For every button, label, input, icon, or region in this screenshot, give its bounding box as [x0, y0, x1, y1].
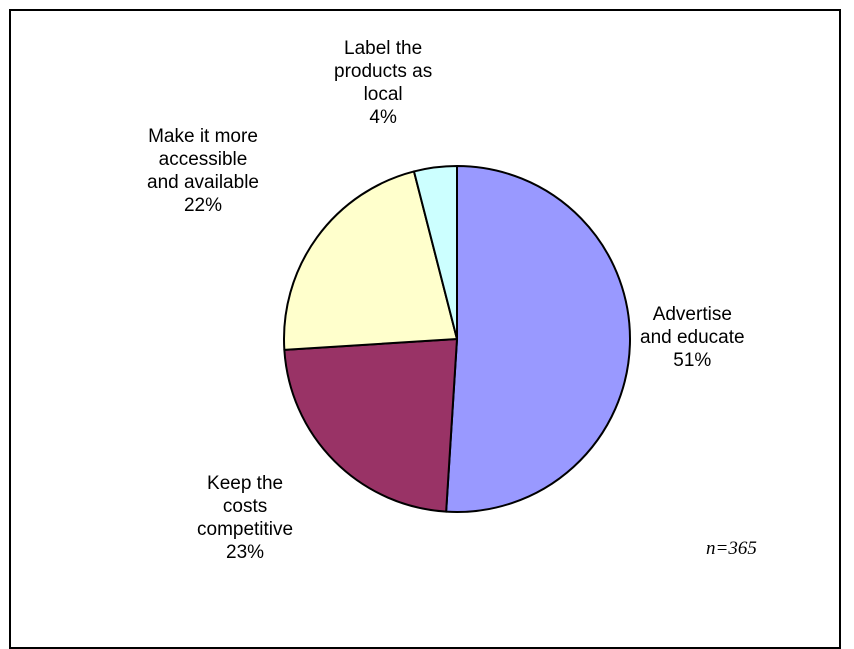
label-advertise-line-1: Advertise — [652, 304, 732, 325]
label-accessible-value: 22% — [183, 195, 222, 216]
label-costs-line-3: competitive — [197, 519, 294, 540]
label-advertise: Advertise and educate 51% — [640, 303, 745, 372]
label-local-line-2: products as — [334, 61, 433, 82]
label-accessible-line-1: Make it more — [148, 126, 258, 147]
sample-size-note: n=365 — [706, 538, 757, 559]
label-accessible: Make it more accessible and available 22… — [147, 125, 259, 217]
label-advertise-line-2: and educate — [640, 327, 745, 348]
label-costs-line-1: Keep the — [207, 473, 284, 494]
label-local-line-1: Label the — [344, 38, 423, 59]
label-costs-value: 23% — [226, 542, 265, 563]
label-local-value: 4% — [369, 107, 397, 128]
pie-chart — [283, 165, 631, 513]
slice-advertise — [445, 165, 631, 513]
label-costs-line-2: costs — [222, 496, 268, 517]
slice-accessible — [283, 170, 458, 351]
slice-local — [412, 165, 458, 340]
label-costs: Keep the costs competitive 23% — [197, 472, 293, 564]
label-local-line-3: local — [363, 84, 403, 105]
label-accessible-line-2: accessible — [158, 149, 248, 170]
label-local: Label the products as local 4% — [334, 37, 432, 129]
label-advertise-value: 51% — [673, 350, 712, 371]
slice-costs — [283, 338, 458, 513]
label-accessible-line-3: and available — [147, 172, 259, 193]
